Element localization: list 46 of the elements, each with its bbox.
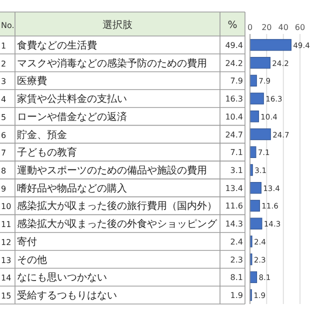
y-tick-label: 10 感染拡大が収まった後の旅行費用（国内外）: [1, 200, 217, 212]
category-label: 1 食費などの生活費: [1, 40, 97, 52]
text: No.: [1, 21, 14, 30]
category-label: 7 子どもの教育: [1, 148, 77, 159]
data-label: 24.2: [225, 58, 243, 68]
data-label: 10.4: [225, 112, 243, 122]
data-label: 24.7: [225, 130, 243, 140]
y-tick-label: 13 その他: [1, 254, 47, 266]
bar: [250, 92, 264, 104]
x-tick-label: 40: [278, 23, 288, 32]
y-tick-label: 11 感染拡大が収まった後の外食やショッピング: [1, 218, 218, 230]
data-label: 2.4: [230, 237, 243, 246]
data-label: 7.9: [230, 76, 243, 86]
data-label: 11.6: [225, 202, 243, 211]
category-label: 2 マスクや消毒などの感染予防のための費用: [1, 58, 207, 70]
data-label: 2.3: [230, 255, 243, 264]
x-axis-title: %: [228, 20, 238, 31]
y-tick-label: 14 なにも思いつかない: [1, 272, 107, 284]
category-label: 9 嗜好品や物品などの購入: [1, 183, 127, 194]
data-label: 3.1: [230, 166, 243, 175]
data-label: 8.1: [230, 273, 243, 282]
bar: [250, 39, 292, 51]
y-tick-label: 15 受給するつもりはない: [1, 290, 117, 302]
data-label: 7.1: [230, 148, 243, 158]
y-tick-label: 12 寄付: [1, 236, 37, 248]
category-label: 5 ローンや借金などの返済: [1, 112, 127, 123]
category-label: 8 運動やスポーツのための備品や施設の費用: [1, 166, 207, 176]
x-tick-label: 0: [247, 23, 253, 32]
bar: [250, 200, 260, 212]
bar: [250, 74, 257, 87]
data-label: 14.3: [225, 220, 243, 229]
data-label: 49.4: [225, 40, 243, 50]
bar: [250, 56, 270, 69]
bar: [250, 182, 262, 194]
x-tick-label: 20: [262, 23, 272, 32]
data-label: 16.3: [225, 94, 243, 104]
bar: [250, 110, 259, 122]
bar: [250, 128, 271, 140]
category-label: 6 貯金、預金: [1, 130, 67, 141]
category-label: 4 家賃や公共料金の支払い: [1, 94, 127, 106]
category-label: 3 医療費: [1, 76, 47, 88]
y-axis-title: 選択肢: [102, 19, 132, 31]
data-label: 1.9: [230, 291, 243, 300]
data-label: 13.4: [225, 184, 243, 193]
x-tick-label: 60: [294, 23, 306, 32]
bar: [250, 218, 262, 230]
